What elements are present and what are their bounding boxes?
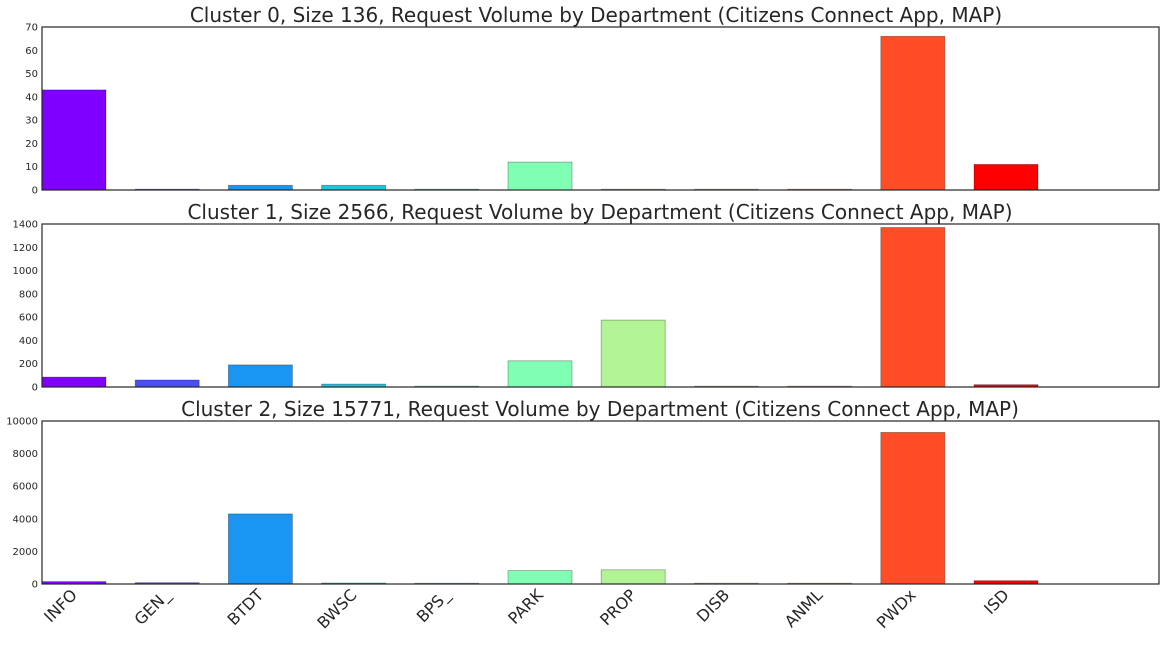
cluster-0-y-tick-label: 50 xyxy=(25,69,38,80)
cluster-2-title: Cluster 2, Size 15771, Request Volume by… xyxy=(181,397,1019,421)
cluster-1-y-tick-label: 800 xyxy=(19,289,38,300)
x-tick-label: BPS_ xyxy=(413,585,455,627)
cluster-0-bar-bwsc xyxy=(321,184,387,191)
cluster-2-bar-btdt xyxy=(227,513,293,585)
x-tick-label: ISD xyxy=(980,585,1013,618)
x-tick-labels: INFO GEN_ BTDT BWSC BPS_ PARK PROP DISB ANML PWDx… xyxy=(40,585,1013,633)
cluster-2-panel: Cluster 2, Size 15771, Request Volume by… xyxy=(6,397,1160,591)
cluster-0-y-tick-label: 30 xyxy=(25,116,38,127)
cluster-1-bar-pwdx xyxy=(880,227,946,388)
cluster-0-bar-btdt xyxy=(227,184,293,191)
cluster-2-axes-frame xyxy=(41,420,1160,585)
cluster-0-y-tick-label: 10 xyxy=(25,162,38,173)
cluster-1-y-tick-label: 400 xyxy=(19,336,38,347)
cluster-2-bar-pwdx xyxy=(880,431,946,585)
cluster-1-title: Cluster 1, Size 2566, Request Volume by … xyxy=(187,200,1012,224)
x-tick-label: DISB xyxy=(693,585,733,625)
cluster-1-y-tick-label: 600 xyxy=(19,313,38,324)
cluster-0-bar-pwdx xyxy=(880,35,946,191)
x-tick-label: PWDx xyxy=(873,585,920,632)
x-tick-label: PROP xyxy=(596,585,640,629)
x-tick-label: PARK xyxy=(504,585,547,628)
x-tick-label: ANML xyxy=(781,585,827,631)
cluster-2-y-tick-label: 8000 xyxy=(13,449,38,460)
x-tick-label: BTDT xyxy=(223,585,267,629)
cluster-1-bar-gen xyxy=(134,379,200,388)
cluster-1-bar-prop xyxy=(600,319,666,388)
cluster-2-y-tick-label: 10000 xyxy=(6,417,38,428)
cluster-0-bar-isd xyxy=(973,163,1039,191)
cluster-1-y-tick-label: 1000 xyxy=(13,266,38,277)
cluster-2-bar-prop xyxy=(600,569,666,585)
x-tick-label: INFO xyxy=(40,585,81,626)
cluster-0-y-tick-label: 60 xyxy=(25,46,38,57)
cluster-2-bar-park xyxy=(507,570,573,585)
cluster-0-bar-info xyxy=(41,89,107,191)
cluster-1-y-tick-label: 0 xyxy=(32,383,38,394)
x-tick-label: BWSC xyxy=(313,585,360,632)
cluster-2-y-tick-label: 4000 xyxy=(13,514,38,525)
cluster-1-bar-info xyxy=(41,376,107,388)
x-tick-label: GEN_ xyxy=(131,585,176,630)
cluster-0-axes-frame xyxy=(41,26,1160,191)
cluster-0-bar-park xyxy=(507,161,573,191)
cluster-0-y-tick-label: 0 xyxy=(32,186,38,197)
cluster-2-y-tick-label: 0 xyxy=(32,580,38,591)
cluster-1-axes-frame xyxy=(41,223,1160,388)
cluster-2-y-tick-label: 6000 xyxy=(13,482,38,493)
cluster-1-y-tick-label: 1400 xyxy=(13,220,38,231)
cluster-0-y-tick-label: 70 xyxy=(25,23,38,34)
cluster-1-y-tick-label: 200 xyxy=(19,359,38,370)
cluster-1-y-tick-label: 1200 xyxy=(13,243,38,254)
cluster-0-panel: Cluster 0, Size 136, Request Volume by D… xyxy=(25,3,1160,197)
cluster-0-y-tick-label: 40 xyxy=(25,92,38,103)
cluster-0-y-tick-label: 20 xyxy=(25,139,38,150)
cluster-1-bar-park xyxy=(507,360,573,388)
cluster-2-y-tick-label: 2000 xyxy=(13,547,38,558)
cluster-0-title: Cluster 0, Size 136, Request Volume by D… xyxy=(190,3,1002,27)
cluster-1-bar-btdt xyxy=(227,364,293,388)
cluster-1-panel: Cluster 1, Size 2566, Request Volume by … xyxy=(13,200,1160,394)
